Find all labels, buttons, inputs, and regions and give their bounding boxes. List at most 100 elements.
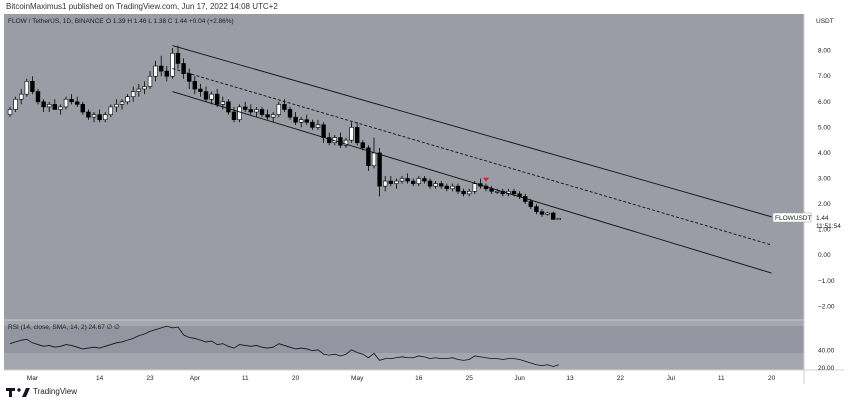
candle [545,211,550,216]
candle [198,83,203,97]
candle-body-down [187,73,192,82]
candle [287,106,293,120]
candle-body-down [405,178,410,182]
candle-body-down [164,70,169,77]
candle [75,96,80,107]
candle-body-down [293,116,298,123]
candle-body-down [534,206,539,213]
last-price-box [812,213,844,222]
candle-body-down [75,101,80,105]
candles-layer [7,45,562,220]
candle-body-up [63,98,69,108]
candle-body-up [298,119,304,123]
candle [153,60,158,82]
channel-upper-line[interactable] [172,45,772,218]
candle [298,117,304,128]
candle-body-up [382,180,388,187]
candle-body-down [52,104,58,110]
candle [343,137,349,148]
candle [13,96,18,113]
time-tick-label: 20 [768,375,776,382]
candle [539,209,545,217]
candle [388,175,393,187]
candle [203,86,209,102]
ohlc-legend: O 1.39 H 1.46 L 1.38 C 1.44 +0.04 (+2.86… [106,18,234,25]
candle-body-down [248,109,253,113]
price-chart-svg[interactable]: 8.00 7.00 6.00 5.00 4.00 3.00 2.00 1.00 0.00 −1.0… [4,14,844,384]
candle-body-down [366,147,371,167]
candle [315,119,321,130]
price-axis[interactable] [804,14,844,370]
candle [164,66,169,82]
candle-body-up [125,96,130,103]
rsi-legend[interactable]: RSI (14, close, SMA, 14, 2) 24.67 ∅ ∅ [8,324,120,331]
candle-body-down [410,180,416,184]
candle [455,183,461,194]
candle-body-up [114,104,119,108]
down-arrow-marker-icon[interactable] [483,177,489,182]
candle [394,178,399,189]
candle [226,99,231,115]
candle [52,99,58,110]
candle [450,183,455,192]
candle-body-down [326,137,332,144]
candle-body-down [181,63,186,74]
time-tick-label: Jul [667,375,676,382]
time-tick-label: 22 [617,375,625,382]
candle [86,109,91,120]
candle [108,104,114,118]
candle-body-up [108,106,114,115]
candle [410,178,416,187]
publisher-bar: BitcoinMaximus1 published on TradingView… [0,0,850,14]
candle [254,106,259,118]
candle [438,181,444,189]
candle [243,101,248,113]
candle-body-up [433,183,438,187]
candle-body-down [455,185,461,192]
symbol-price-tag [772,212,812,223]
candle-body-down [528,201,534,207]
candle-body-down [69,98,74,103]
last-price-text: 1.44 [816,215,829,222]
candle-body-down [550,212,556,220]
channel-lower-line[interactable] [172,91,772,274]
time-tick-label: 23 [146,375,154,382]
candle [349,122,354,143]
candle [366,145,371,171]
price-tick-label: −2.00 [818,303,835,310]
candle [125,94,130,105]
candle [69,94,74,105]
currency-label: USDT [816,18,834,25]
candle-body-down [175,52,181,64]
candle-body-up [254,109,259,113]
tradingview-brand: TradingView [33,387,78,396]
time-tick-label: 25 [466,375,474,382]
time-tick-label: 13 [566,375,574,382]
candle-body-down [215,93,220,105]
candle-body-up [147,75,153,87]
candle [360,140,365,151]
candle-body-down [539,211,545,215]
symbol-legend[interactable]: FLOW / TetherUS, 1D, BINANCE [8,18,104,25]
price-tick-label: 1.00 [818,227,831,234]
candle [181,58,186,79]
chart-container[interactable]: 8.00 7.00 6.00 5.00 4.00 3.00 2.00 1.00 0.00 −1.0… [4,14,844,384]
candle-body-down [159,65,164,72]
candle-body-up [13,98,18,110]
candle-body-up [416,178,421,184]
candle-body-down [80,104,86,113]
candle [35,89,41,105]
candle [7,106,13,118]
candle [103,112,108,123]
candle [136,83,141,97]
candle [354,122,360,146]
channel-mid-line[interactable] [172,68,772,246]
candle-body-up [466,190,472,195]
time-axis[interactable] [4,370,844,384]
price-tick-label: 4.00 [818,150,831,157]
candle [399,175,405,184]
candle-body-up [315,124,321,128]
candle [310,119,315,130]
rsi-tick-label: 20.00 [818,365,835,372]
candle [265,109,270,120]
